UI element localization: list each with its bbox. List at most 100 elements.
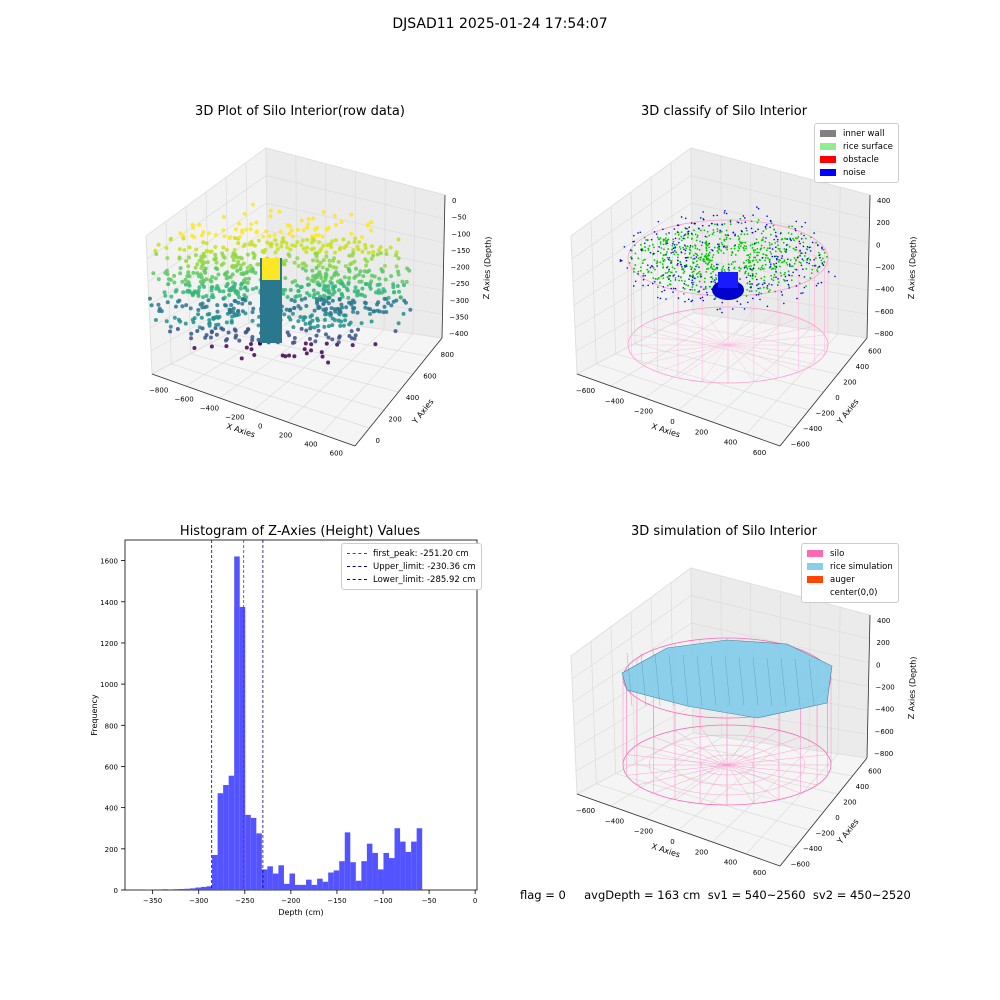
sim-legend-swatch: [807, 589, 823, 596]
raw-point: [251, 251, 256, 256]
raw-point: [372, 274, 377, 279]
classify-noise-point: [780, 257, 783, 259]
classify-ytick: 600: [868, 348, 881, 356]
raw-point: [208, 335, 213, 340]
classify-rice-point: [734, 254, 737, 256]
classify-noise-point: [688, 226, 691, 229]
raw-point: [202, 305, 207, 310]
sim-x-axis-line: [576, 793, 781, 867]
classify-rice-point: [674, 276, 677, 279]
raw-point: [404, 279, 409, 284]
classify-rice-point: [660, 275, 663, 278]
raw-point: [346, 240, 351, 245]
classify-rice-point: [769, 233, 772, 236]
raw-point: [381, 310, 386, 315]
classify-rice-point: [667, 270, 670, 273]
classify-noise-point: [705, 291, 708, 294]
raw-point: [217, 314, 222, 319]
sim-ztick: −200: [876, 684, 895, 692]
classify-rice-point: [648, 245, 651, 247]
sim-rice-mesh: [668, 654, 675, 707]
classify-rice-point: [760, 292, 763, 295]
raw-point: [403, 300, 408, 305]
classify-rice-point: [791, 274, 793, 277]
classify-noise-point: [701, 241, 704, 244]
classify-rice-point: [703, 260, 706, 263]
raw-point: [243, 285, 248, 290]
raw-point: [339, 219, 344, 224]
classify-noise-point: [663, 289, 666, 292]
classify-noise-point: [748, 280, 751, 283]
raw-point: [290, 243, 295, 248]
classify-rice-point: [696, 263, 699, 266]
classify-rice-point: [718, 243, 721, 246]
classify-noise-point: [785, 251, 787, 253]
raw-point: [296, 289, 301, 294]
classify-noise-point: [657, 220, 660, 223]
classify-rice-point: [677, 233, 680, 236]
raw-point: [190, 317, 195, 322]
raw-point: [337, 334, 342, 339]
classify-rice-point: [790, 233, 793, 236]
classify-rice-point: [705, 246, 708, 249]
histogram-legend-line: [347, 579, 367, 580]
classify-noise-point: [629, 249, 632, 251]
histogram-bar: [400, 841, 406, 890]
raw-point: [314, 333, 319, 338]
raw-point: [184, 303, 189, 308]
classify-noise-point: [637, 273, 639, 275]
classify-rice-point: [768, 244, 771, 246]
raw-point: [343, 318, 348, 323]
classify-rice-point: [704, 287, 707, 290]
classify-noise-point: [753, 242, 756, 245]
classify-noise-point: [724, 210, 726, 212]
classify-rice-point: [695, 260, 698, 263]
classify-rice-point: [660, 247, 663, 249]
raw-point: [352, 259, 357, 264]
raw-point: [285, 295, 290, 300]
classify-rice-point: [723, 269, 726, 271]
classify-rice-point: [753, 263, 756, 266]
raw-point: [321, 210, 326, 215]
classify-rice-point: [763, 267, 765, 270]
classify-noise-point: [809, 259, 812, 261]
raw-point: [236, 300, 241, 305]
sim-cylinder: [621, 637, 833, 806]
classify-rice-point: [647, 270, 650, 273]
classify-rice-point: [770, 278, 773, 280]
classify-rice-point: [762, 286, 765, 289]
classify-noise-point: [703, 288, 705, 291]
classify-rice-point: [805, 248, 808, 250]
simulation-legend: silo rice simulation auger center(0,0): [801, 543, 899, 603]
classify-noise-point: [768, 261, 771, 263]
raw-point: [348, 320, 353, 325]
sim-legend-swatch: [807, 563, 823, 570]
raw-point: [202, 260, 207, 265]
classify-noise-point: [746, 301, 749, 304]
raw-z-axis-line: [441, 194, 446, 339]
classify-rice-point: [760, 266, 763, 269]
histogram-bar: [239, 606, 246, 890]
histogram-legend-line: [347, 553, 367, 554]
raw-point: [204, 248, 209, 253]
classify-rice-point: [704, 277, 706, 280]
raw-point: [331, 287, 336, 292]
raw-point: [360, 292, 365, 297]
classify-rice-point: [745, 259, 748, 262]
classify-rice-point: [669, 283, 672, 286]
classify-noise-point: [716, 223, 719, 225]
classify-noise-point: [668, 256, 671, 259]
raw-point: [242, 293, 247, 298]
classify-rice-point: [802, 241, 805, 244]
raw-point: [234, 333, 239, 338]
raw-point: [156, 242, 161, 247]
classify-silo-floor: [657, 344, 729, 373]
raw-point: [201, 230, 206, 235]
sim-ztick: −800: [874, 750, 893, 758]
sim-xtick: −600: [576, 807, 595, 815]
raw-point: [321, 243, 326, 248]
sim-ztick: 400: [877, 617, 890, 625]
classify-rice-point: [675, 243, 678, 246]
classify-rice-point: [772, 224, 775, 227]
classify-rice-point: [723, 239, 726, 242]
